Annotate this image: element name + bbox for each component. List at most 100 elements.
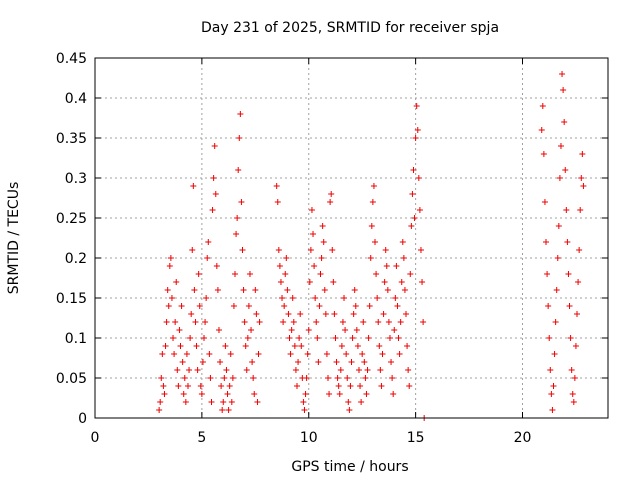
data-point — [406, 383, 413, 389]
data-point — [235, 167, 242, 173]
data-point — [156, 407, 163, 413]
data-point — [572, 343, 579, 349]
data-point — [578, 175, 585, 181]
data-point — [222, 343, 229, 349]
data-point — [398, 279, 405, 285]
data-point — [399, 239, 406, 245]
data-point — [401, 287, 408, 293]
data-point — [306, 279, 313, 285]
data-point — [221, 375, 228, 381]
data-point — [544, 271, 551, 277]
x-tick-label: 20 — [514, 430, 532, 446]
data-point — [369, 199, 376, 205]
data-point — [411, 215, 418, 221]
data-point — [194, 367, 201, 373]
data-point — [563, 207, 570, 213]
data-point — [327, 199, 334, 205]
data-point — [566, 303, 573, 309]
y-tick-label: 0.3 — [65, 171, 87, 187]
data-point — [288, 327, 295, 333]
data-point — [334, 375, 341, 381]
x-axis-title: GPS time / hours — [291, 459, 408, 475]
data-point — [373, 271, 380, 277]
y-axis-ticks: 0 0.05 0.1 0.15 0.2 0.25 0.3 0.35 0.4 0.45 — [56, 51, 608, 427]
data-point — [394, 303, 401, 309]
data-point — [314, 335, 321, 341]
data-point — [199, 359, 206, 365]
data-point — [167, 255, 174, 261]
data-point — [229, 375, 236, 381]
data-point — [290, 319, 297, 325]
y-tick-label: 0.2 — [65, 251, 87, 267]
data-point — [568, 367, 575, 373]
data-point — [540, 151, 547, 157]
data-point — [248, 327, 255, 333]
data-point — [561, 119, 568, 125]
data-point — [249, 359, 256, 365]
data-point — [226, 383, 233, 389]
data-point — [284, 287, 291, 293]
y-tick-label: 0.25 — [56, 211, 87, 227]
data-point — [171, 351, 178, 357]
data-point — [545, 303, 552, 309]
data-point — [547, 367, 554, 373]
data-point — [320, 239, 327, 245]
data-point — [333, 359, 340, 365]
data-point — [298, 343, 305, 349]
data-point — [405, 367, 412, 373]
data-point — [359, 351, 366, 357]
data-point — [383, 263, 390, 269]
data-point — [375, 319, 382, 325]
data-point — [227, 351, 234, 357]
data-point — [302, 391, 309, 397]
data-point — [554, 255, 561, 261]
data-point — [220, 399, 227, 405]
x-tick-label: 15 — [407, 430, 425, 446]
data-point — [408, 223, 415, 229]
data-point — [565, 271, 572, 277]
data-point — [224, 391, 231, 397]
data-point — [386, 335, 393, 341]
data-point — [317, 271, 324, 277]
data-point — [215, 327, 222, 333]
data-point — [198, 391, 205, 397]
data-point — [384, 287, 391, 293]
data-point — [381, 279, 388, 285]
data-point — [187, 335, 194, 341]
data-point — [252, 287, 259, 293]
data-point — [364, 367, 371, 373]
data-point — [214, 287, 221, 293]
data-point — [379, 351, 386, 357]
data-point — [407, 271, 414, 277]
data-point — [296, 335, 303, 341]
data-point — [352, 303, 359, 309]
data-point — [323, 351, 330, 357]
data-point — [412, 135, 419, 141]
data-point — [337, 367, 344, 373]
data-point — [158, 375, 165, 381]
data-point — [368, 223, 375, 229]
data-point — [289, 295, 296, 301]
data-point — [343, 351, 350, 357]
data-point — [367, 255, 374, 261]
data-point — [372, 239, 379, 245]
y-tick-label: 0.45 — [56, 51, 87, 67]
data-point — [177, 343, 184, 349]
data-point — [297, 311, 304, 317]
data-point — [164, 287, 171, 293]
data-point — [206, 351, 213, 357]
data-point — [293, 383, 300, 389]
data-point — [539, 103, 546, 109]
data-point — [541, 199, 548, 205]
data-point — [329, 247, 336, 253]
data-point — [218, 383, 225, 389]
data-point — [236, 135, 243, 141]
data-point — [276, 263, 283, 269]
data-point — [197, 383, 204, 389]
data-point — [311, 263, 318, 269]
data-point — [212, 191, 219, 197]
data-point — [551, 351, 558, 357]
data-point — [246, 271, 253, 277]
data-point — [413, 103, 420, 109]
